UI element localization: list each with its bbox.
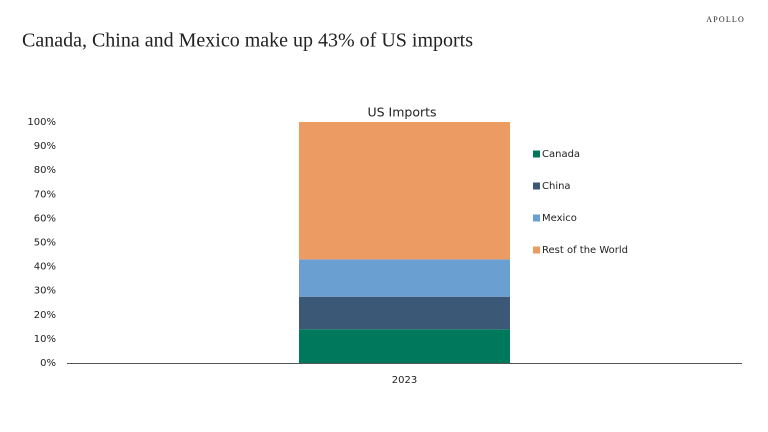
y-tick-label: 10%	[34, 334, 56, 345]
bar-segment	[299, 259, 510, 297]
x-tick-label: 2023	[392, 375, 417, 386]
bar-segment	[299, 296, 510, 330]
y-tick-label: 70%	[34, 189, 56, 200]
slide-title: Canada, China and Mexico make up 43% of …	[22, 30, 473, 52]
legend-swatch	[533, 214, 540, 222]
y-tick-label: 30%	[34, 286, 56, 297]
bar-segment	[299, 329, 510, 363]
legend-swatch	[533, 150, 540, 158]
brand: APOLLO	[706, 15, 745, 24]
y-tick-label: 20%	[34, 310, 56, 321]
legend-label: Mexico	[542, 213, 577, 224]
legend-swatch	[533, 182, 540, 190]
y-tick-label: 40%	[34, 262, 56, 273]
chart-title: US Imports	[367, 105, 436, 120]
legend-label: Canada	[542, 149, 580, 160]
y-tick-label: 60%	[34, 213, 56, 224]
bar-segment	[299, 122, 510, 260]
y-tick-label: 0%	[40, 358, 56, 369]
legend-label: Rest of the World	[542, 245, 628, 256]
y-tick-label: 90%	[34, 141, 56, 152]
legend-label: China	[542, 181, 571, 192]
y-tick-label: 80%	[34, 165, 56, 176]
y-tick-label: 50%	[34, 238, 56, 249]
y-tick-label: 100%	[27, 117, 56, 128]
legend-swatch	[533, 246, 540, 254]
